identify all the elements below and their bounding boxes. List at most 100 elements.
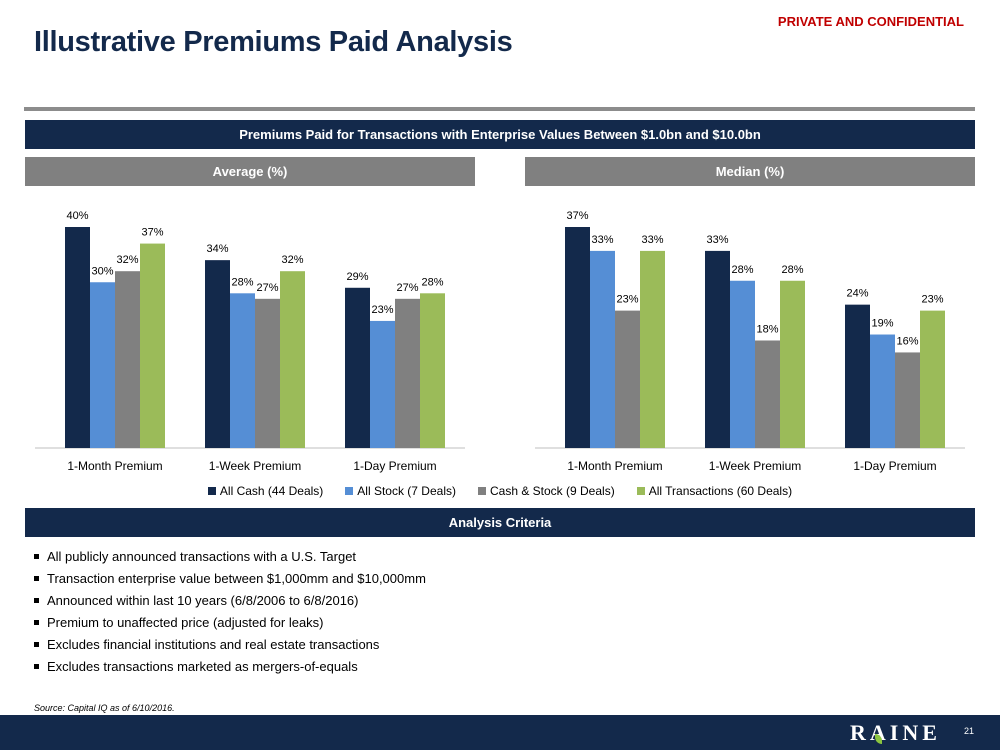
raine-logo: RAINE — [850, 720, 941, 745]
bar — [280, 271, 305, 448]
bar — [615, 310, 640, 448]
criteria-item: All publicly announced transactions with… — [34, 545, 426, 567]
bar-value-label: 37% — [141, 227, 163, 239]
bar-value-label: 23% — [616, 294, 638, 306]
median-panel-title: Median (%) — [525, 157, 975, 186]
criteria-item: Transaction enterprise value between $1,… — [34, 567, 426, 589]
bar — [230, 293, 255, 448]
legend-label: All Cash (44 Deals) — [219, 484, 324, 498]
bar-value-label: 32% — [116, 254, 138, 266]
bar — [755, 340, 780, 448]
legend-item: All Stock (7 Deals) — [345, 484, 456, 498]
criteria-item: Excludes financial institutions and real… — [34, 633, 426, 655]
bar-value-label: 33% — [591, 234, 613, 246]
bullet-icon — [34, 663, 39, 669]
legend-label: All Stock (7 Deals) — [357, 484, 456, 498]
legend-item: All Transactions (60 Deals) — [636, 484, 793, 498]
chart-legend: All Cash (44 Deals) All Stock (7 Deals) Ca… — [0, 484, 1000, 498]
category-label: 1-Week Premium — [209, 459, 301, 473]
category-label: 1-Month Premium — [67, 459, 162, 473]
criteria-list: All publicly announced transactions with… — [34, 545, 426, 677]
page-title: Illustrative Premiums Paid Analysis — [34, 26, 513, 58]
category-label: 1-Week Premium — [709, 459, 801, 473]
title-divider — [24, 107, 975, 111]
bar-value-label: 16% — [896, 335, 918, 347]
legend-swatch — [345, 487, 354, 495]
main-banner: Premiums Paid for Transactions with Ente… — [25, 120, 975, 149]
bar-value-label: 28% — [231, 276, 253, 288]
category-label: 1-Day Premium — [853, 459, 936, 473]
criteria-item-text: Transaction enterprise value between $1,… — [47, 570, 426, 586]
category-label: 1-Day Premium — [353, 459, 436, 473]
bar — [115, 271, 140, 448]
bar-value-label: 24% — [846, 288, 868, 300]
criteria-item: Excludes transactions marketed as merger… — [34, 655, 426, 677]
page-number: 21 — [963, 726, 974, 736]
legend-item: Cash & Stock (9 Deals) — [477, 484, 615, 498]
bar — [90, 282, 115, 448]
category-label: 1-Month Premium — [567, 459, 662, 473]
bar-value-label: 23% — [371, 304, 393, 316]
criteria-item: Announced within last 10 years (6/8/2006… — [34, 589, 426, 611]
criteria-banner: Analysis Criteria — [25, 508, 975, 537]
bar — [730, 280, 755, 448]
bullet-icon — [34, 553, 39, 559]
criteria-item-text: Premium to unaffected price (adjusted fo… — [47, 614, 324, 630]
legend-swatch — [207, 487, 216, 495]
criteria-item-text: Excludes transactions marketed as merger… — [47, 658, 358, 674]
bar-value-label: 28% — [781, 264, 803, 276]
legend-swatch — [636, 487, 645, 495]
bar-value-label: 18% — [756, 323, 778, 335]
bar — [345, 287, 370, 448]
bullet-icon — [34, 597, 39, 603]
legend-label: Cash & Stock (9 Deals) — [489, 484, 615, 498]
bar-value-label: 28% — [421, 276, 443, 288]
bar — [565, 227, 590, 448]
criteria-item: Premium to unaffected price (adjusted fo… — [34, 611, 426, 633]
bar — [420, 293, 445, 448]
leaf-icon — [875, 734, 882, 744]
bar — [920, 310, 945, 448]
source-note: Source: Capital IQ as of 6/10/2016. — [34, 703, 175, 713]
bar — [140, 243, 165, 448]
bar-value-label: 27% — [256, 282, 278, 294]
bar — [780, 280, 805, 448]
bar-value-label: 28% — [731, 264, 753, 276]
bar — [65, 227, 90, 448]
bar — [845, 304, 870, 448]
bar-value-label: 30% — [91, 265, 113, 277]
bar — [640, 250, 665, 448]
bar — [895, 352, 920, 448]
bar — [705, 250, 730, 448]
bar-value-label: 40% — [66, 210, 88, 222]
bar — [205, 260, 230, 448]
bar-value-label: 33% — [706, 234, 728, 246]
bullet-icon — [34, 641, 39, 647]
bar-value-label: 27% — [396, 282, 418, 294]
bar-value-label: 19% — [871, 318, 893, 330]
confidential-label: PRIVATE AND CONFIDENTIAL — [777, 14, 964, 29]
criteria-item-text: Excludes financial institutions and real… — [47, 636, 380, 652]
bar-value-label: 23% — [921, 294, 943, 306]
footer-bar: RAINE 21 — [0, 715, 1000, 750]
criteria-item-text: Announced within last 10 years (6/8/2006… — [47, 592, 359, 608]
average-panel-title: Average (%) — [25, 157, 475, 186]
median-bar-chart: 37%33%23%33%1-Month Premium33%28%18%28%1… — [535, 210, 965, 473]
bullet-icon — [34, 619, 39, 625]
bar-value-label: 34% — [206, 243, 228, 255]
bar-value-label: 33% — [641, 234, 663, 246]
bar — [395, 298, 420, 448]
legend-swatch — [477, 487, 486, 495]
legend-label: All Transactions (60 Deals) — [648, 484, 793, 498]
bar — [870, 334, 895, 448]
legend-item: All Cash (44 Deals) — [207, 484, 324, 498]
bullet-icon — [34, 575, 39, 581]
bar — [370, 320, 395, 448]
bar — [255, 298, 280, 448]
criteria-item-text: All publicly announced transactions with… — [47, 548, 357, 564]
bar-value-label: 32% — [281, 254, 303, 266]
bar — [590, 250, 615, 448]
bar-value-label: 29% — [346, 271, 368, 283]
bar-value-label: 37% — [566, 210, 588, 222]
